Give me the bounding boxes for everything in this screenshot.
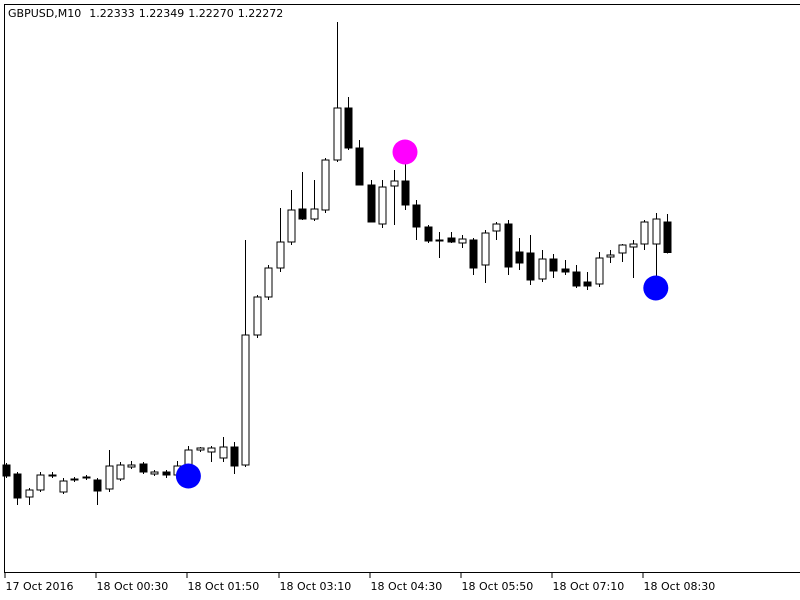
candle-body — [333, 107, 342, 161]
header-value: 1.22333 — [89, 7, 135, 20]
header-value: 1.22272 — [238, 7, 284, 20]
candle-body — [276, 241, 285, 269]
x-tick-label: 18 Oct 08:30 — [644, 580, 716, 593]
plot-frame — [4, 4, 800, 573]
candle-body — [640, 221, 649, 245]
header-value: 1.22349 — [139, 7, 185, 20]
candle-body — [196, 447, 205, 451]
candle-body — [561, 268, 570, 273]
candle-body — [70, 478, 79, 481]
candle-body — [230, 446, 239, 467]
candle-body — [549, 258, 558, 272]
candle-body — [298, 208, 307, 220]
candle-body — [424, 226, 433, 242]
candle-body — [526, 252, 535, 281]
candle-body — [287, 209, 296, 243]
candle-body — [595, 257, 604, 285]
candle-body — [2, 464, 11, 477]
candle-body — [25, 489, 34, 498]
candle-body — [629, 243, 638, 248]
candle-body — [253, 296, 262, 336]
buy-signal — [175, 463, 201, 489]
candle-body — [492, 223, 501, 232]
candle-body — [663, 221, 672, 253]
candle-body — [105, 465, 114, 490]
candle-body — [367, 184, 376, 223]
x-tick-label: 18 Oct 07:10 — [553, 580, 625, 593]
candle-body — [401, 180, 410, 206]
candle-body — [162, 471, 171, 476]
candle-body — [116, 464, 125, 480]
candle-body — [219, 446, 228, 459]
candle-body — [458, 238, 467, 244]
candle-body — [583, 281, 592, 287]
candle-body — [207, 447, 216, 453]
x-tick-label: 18 Oct 04:30 — [371, 580, 443, 593]
candle-body — [310, 208, 319, 220]
candle-body — [139, 463, 148, 473]
header-value: 1.22270 — [188, 7, 234, 20]
candle-body — [435, 239, 444, 242]
symbol-label: GBPUSD,M10 — [8, 7, 81, 20]
candle-body — [48, 474, 57, 477]
x-tick-label: 18 Oct 01:50 — [188, 580, 260, 593]
candle-body — [264, 267, 273, 298]
candle-body — [447, 237, 456, 243]
candle-body — [378, 186, 387, 225]
candle-body — [481, 232, 490, 266]
candle-body — [93, 479, 102, 492]
x-tick-label: 18 Oct 05:50 — [462, 580, 534, 593]
candle-body — [13, 473, 22, 499]
candle-body — [321, 159, 330, 211]
candle-body — [469, 239, 478, 269]
candle-body — [538, 258, 547, 280]
x-tick-label: 18 Oct 00:30 — [97, 580, 169, 593]
candle-body — [344, 107, 353, 149]
candle-body — [618, 244, 627, 254]
candle-body — [515, 251, 524, 264]
candle-body — [59, 480, 68, 493]
candle-body — [504, 223, 513, 268]
candle-body — [150, 471, 159, 475]
x-tick-label: 17 Oct 2016 — [6, 580, 74, 593]
candle-body — [127, 464, 136, 468]
candle-body — [412, 204, 421, 228]
candle-body — [606, 254, 615, 258]
buy-signal — [643, 275, 669, 301]
sell-signal — [392, 139, 418, 165]
x-tick-label: 18 Oct 03:10 — [280, 580, 352, 593]
candle-body — [572, 271, 581, 287]
candle-body — [390, 180, 399, 187]
candle-body — [82, 476, 91, 479]
candle-body — [652, 218, 661, 245]
candle-body — [36, 474, 45, 491]
candle-body — [241, 334, 250, 466]
candle-body — [355, 147, 364, 186]
